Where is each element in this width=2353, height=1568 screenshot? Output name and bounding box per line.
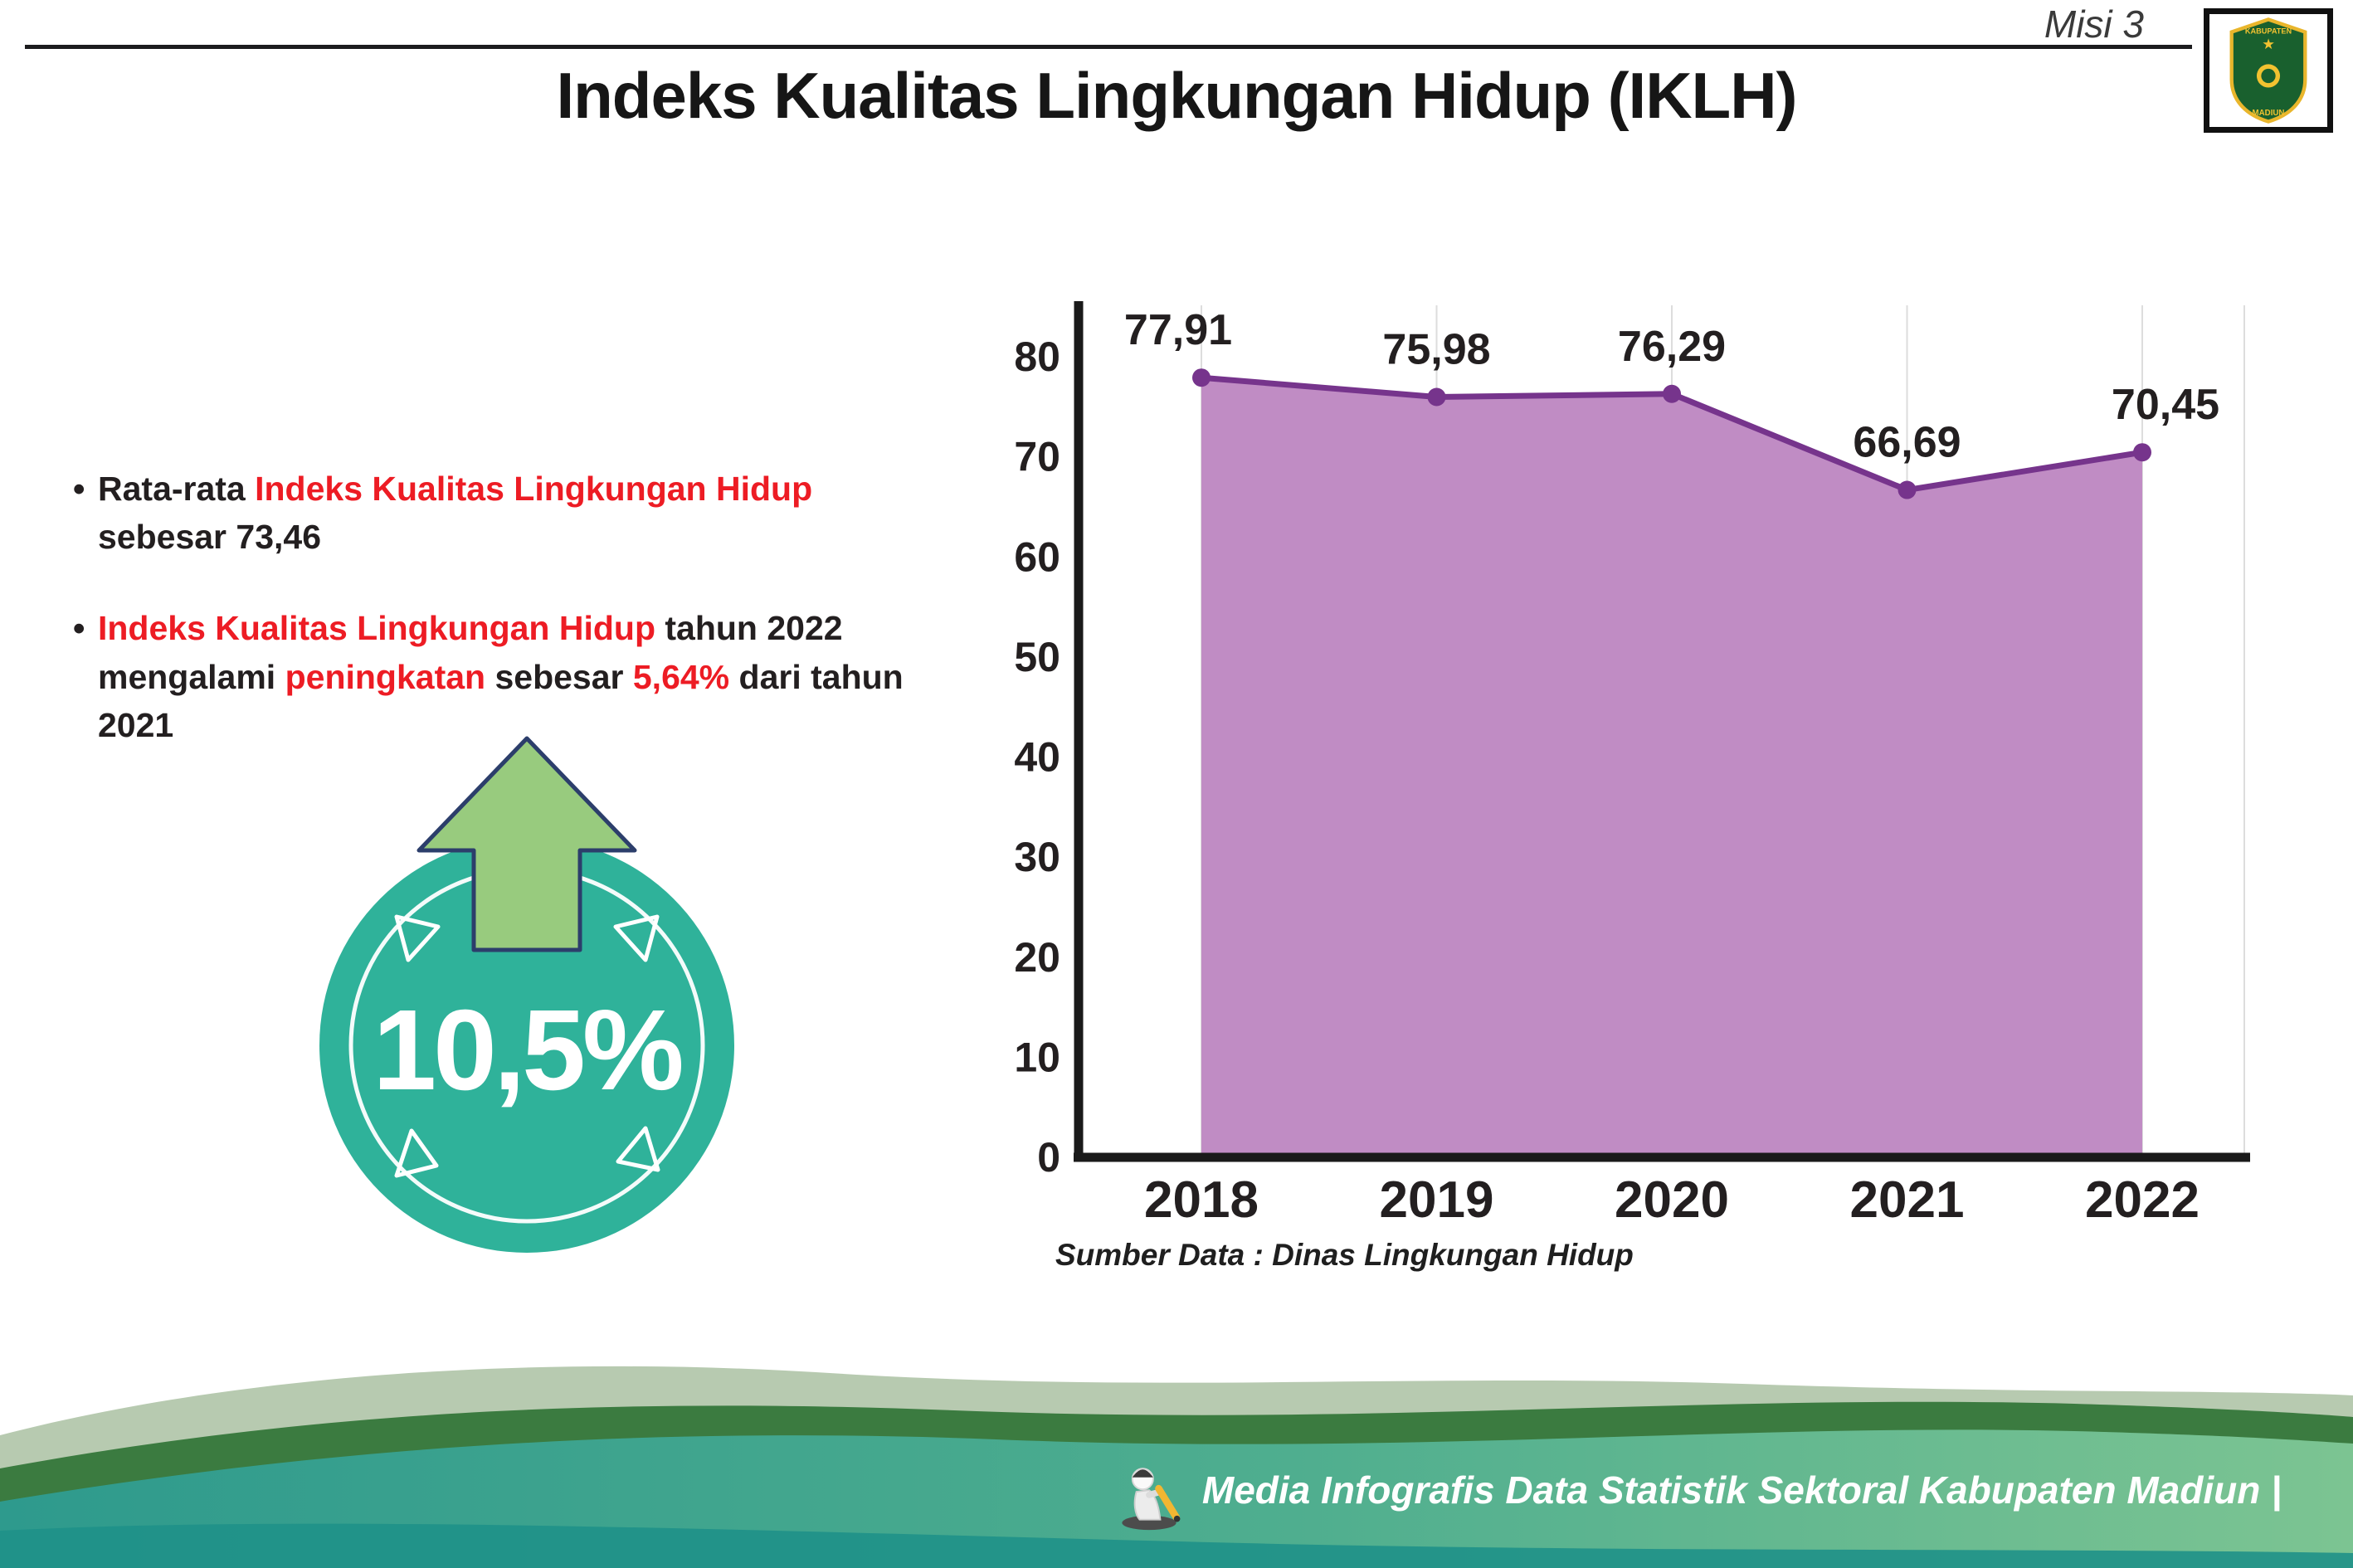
point-label: 75,98: [1382, 325, 1490, 373]
wave-teal-deep: [0, 1523, 2353, 1568]
footer-credit: Media Infografis Data Statistik Sektoral…: [1201, 1468, 2282, 1512]
increase-badge: 10,5%: [319, 736, 734, 1253]
y-tick-label: 80: [1014, 334, 1060, 380]
footer: Media Infografis Data Statistik Sektoral…: [0, 1344, 2353, 1568]
bullet-highlight: Indeks Kualitas Lingkungan Hidup: [255, 470, 813, 508]
y-tick-label: 40: [1014, 734, 1060, 781]
footer-waves: [0, 1366, 2353, 1568]
misi-label: Misi 3: [2044, 2, 2144, 46]
increase-percentage: 10,5%: [373, 986, 682, 1114]
bullet-highlight: peningkatan: [285, 657, 486, 696]
mascot-icon: [1122, 1468, 1181, 1531]
y-tick-label: 60: [1014, 533, 1060, 580]
footer-credit-row: Media Infografis Data Statistik Sektoral…: [1109, 1454, 2282, 1531]
star-icon: ★: [2262, 36, 2275, 52]
summary-bullets: • Rata-rata Indeks Kualitas Lingkungan H…: [73, 465, 907, 749]
bullet-highlight: 5,64%: [632, 657, 730, 696]
pencil-icon: [1155, 1484, 1180, 1522]
area-fill: [1201, 377, 2142, 1157]
bullet-marker: •: [73, 470, 85, 508]
bullet-highlight: Indeks Kualitas Lingkungan Hidup: [98, 609, 655, 648]
up-arrow-icon: [417, 736, 637, 952]
data-point: [2133, 443, 2151, 462]
point-label: 77,91: [1124, 306, 1232, 354]
y-tick-label: 50: [1014, 634, 1060, 680]
mascot-hair: [1132, 1469, 1153, 1478]
y-tick-label: 0: [1037, 1134, 1060, 1181]
x-tick-label: 2018: [1144, 1171, 1259, 1229]
logo-bottom-text: MADIUN: [2253, 109, 2285, 118]
header-rule: [25, 45, 2192, 49]
bullet-marker: •: [73, 609, 85, 648]
data-point: [1663, 384, 1681, 403]
triangle-decoration: [613, 914, 660, 962]
logo-emblem-inner: [2261, 68, 2276, 84]
y-tick-label: 10: [1014, 1034, 1060, 1080]
triangle-decoration: [394, 1128, 439, 1178]
logo-top-text: KABUPATEN: [2245, 27, 2292, 36]
shield-icon: KABUPATEN ★ MADIUN: [2229, 17, 2307, 124]
triangle-decoration: [394, 914, 441, 962]
x-tick-label: 2019: [1380, 1171, 1494, 1229]
bullet-text: tahun 2022 mengalami: [98, 609, 843, 696]
bullet-text: sebesar: [485, 657, 633, 696]
data-point: [1898, 480, 1917, 499]
y-tick-label: 30: [1014, 834, 1060, 880]
x-tick-label: 2022: [2085, 1171, 2200, 1229]
bullet-text: Rata-rata: [98, 470, 256, 508]
point-label: 70,45: [2112, 381, 2219, 429]
pencil-tip: [1173, 1515, 1181, 1522]
y-tick-label: 20: [1014, 934, 1060, 981]
x-tick-label: 2021: [1850, 1171, 1965, 1229]
source-note: Sumber Data : Dinas Lingkungan Hidup: [1055, 1238, 1634, 1272]
x-tick-label: 2020: [1615, 1171, 1729, 1229]
bullet-text: dari tahun 2021: [98, 657, 904, 744]
page-title: Indeks Kualitas Lingkungan Hidup (IKLH): [556, 59, 1797, 132]
bullet-text: sebesar 73,46: [98, 518, 322, 557]
mascot-base: [1122, 1515, 1176, 1531]
bullet-increase: • Indeks Kualitas Lingkungan Hidup tahun…: [73, 604, 907, 749]
y-tick-label: 70: [1014, 434, 1060, 480]
iklh-area-chart: 0 10 20 30 40 50 60 70 80 2018 2019 2020 2021 2022 77,…: [1014, 301, 2250, 1229]
point-label: 76,29: [1618, 323, 1726, 371]
kabupaten-madiun-logo: KABUPATEN ★ MADIUN: [2204, 8, 2333, 133]
data-point: [1427, 387, 1446, 407]
point-label: 66,69: [1853, 419, 1961, 467]
triangle-decoration: [616, 1126, 660, 1172]
data-point: [1192, 368, 1211, 387]
bullet-average: • Rata-rata Indeks Kualitas Lingkungan H…: [73, 465, 907, 561]
